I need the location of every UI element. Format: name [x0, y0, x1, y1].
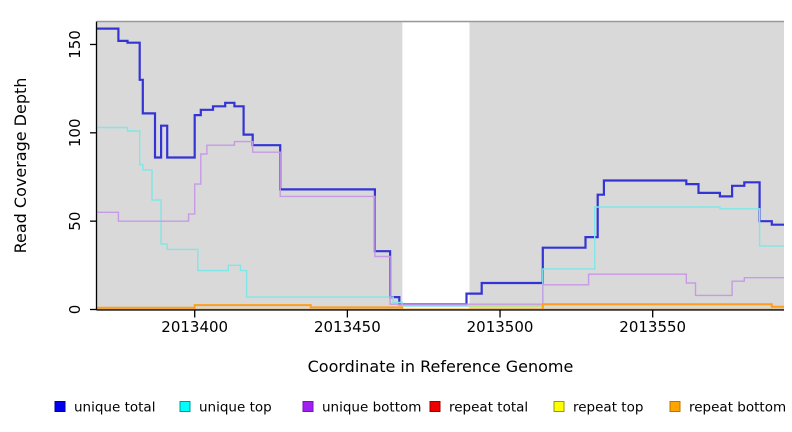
legend-item-unique-bottom: unique bottom [302, 400, 421, 416]
legend-item-unique-top: unique top [179, 400, 272, 416]
y-tick-label: 100 [66, 118, 84, 147]
legend-swatch-repeat-top [553, 401, 565, 412]
y-tick-label: 150 [66, 30, 84, 59]
legend-swatch-unique-top [179, 401, 191, 412]
legend-label: repeat top [573, 400, 643, 416]
legend-swatch-unique-bottom [302, 401, 314, 412]
series-line-repeat-bottom [97, 303, 784, 311]
series-line-unique-bottom [97, 140, 784, 305]
legend-label: unique top [199, 400, 272, 416]
masked-region [402, 22, 470, 310]
legend-label: repeat total [449, 400, 528, 416]
legend: unique total unique top unique bottom repea… [54, 400, 786, 416]
legend-item-repeat-top: repeat top [553, 400, 643, 416]
legend-swatch-repeat-total [429, 401, 441, 412]
x-tick-label: 2013400 [161, 318, 228, 336]
legend-label: repeat bottom [689, 400, 786, 416]
series-line-unique-top [97, 126, 784, 307]
y-tick-label: 50 [66, 212, 84, 231]
y-axis-title: Read Coverage Depth [11, 78, 30, 254]
x-tick-label: 2013550 [619, 318, 686, 336]
x-axis-title: Coordinate in Reference Genome [308, 357, 574, 376]
axes: 0 50 100 150 2013400 2013450 2013500 2013550 [66, 21, 784, 336]
legend-item-repeat-total: repeat total [429, 400, 528, 416]
legend-swatch-unique-total [54, 401, 66, 412]
legend-label: unique bottom [322, 400, 421, 416]
x-tick-label: 2013450 [314, 318, 381, 336]
y-tick-label: 0 [66, 305, 84, 315]
x-tick-label: 2013500 [467, 318, 534, 336]
legend-item-unique-total: unique total [54, 400, 155, 416]
legend-item-repeat-bottom: repeat bottom [669, 400, 786, 416]
legend-label: unique total [74, 400, 155, 416]
legend-swatch-repeat-bottom [669, 401, 681, 412]
